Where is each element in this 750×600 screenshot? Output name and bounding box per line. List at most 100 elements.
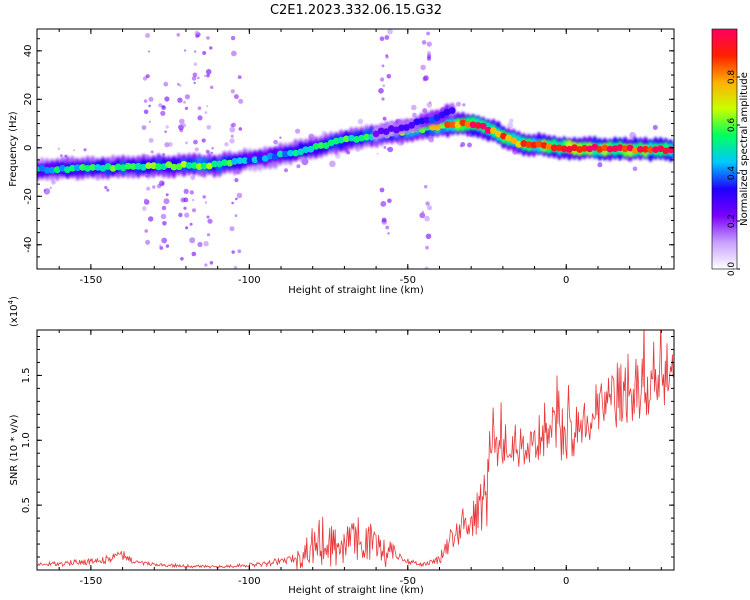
spectrogram-noise-blob (229, 226, 235, 232)
spectrogram-ridge-cell (124, 162, 132, 170)
spectrogram-ridge-cell (79, 164, 86, 171)
spectrogram-ridge-cell (165, 161, 173, 169)
spectrogram-noise-blob (177, 83, 180, 86)
colorbar-tick-label: 0.2 (727, 214, 737, 228)
spectrogram-noise-blob (148, 120, 151, 123)
spectrogram-ridge-cell (114, 163, 122, 171)
spectrogram-noise-blob (211, 151, 214, 154)
spectrogram-noise-blob (411, 104, 417, 111)
spectrogram-noise-blob (192, 208, 196, 213)
spectrogram-noise-blob (183, 188, 189, 194)
spectrogram-ridge-cell (382, 128, 390, 136)
spectrogram-noise-blob (231, 250, 235, 254)
spectrogram-noise-blob (176, 33, 181, 37)
spectrogram-noise-blob (204, 201, 208, 204)
spectrogram-noise-blob (184, 94, 190, 100)
snr-multiplier: (x104) (7, 296, 20, 327)
spectrogram-noise-blob (421, 210, 425, 213)
spectrogram-ridge-cell (307, 145, 315, 153)
spectrogram-ridge-cell (510, 137, 517, 144)
spectrogram-ridge-cell (469, 121, 477, 129)
spectrogram-noise-blob (237, 249, 242, 254)
spectrogram-noise-blob (229, 126, 236, 133)
spectrogram-ridge-cell (637, 145, 644, 153)
spectrogram-noise-blob (144, 198, 148, 203)
spectrogram-noise-blob (181, 123, 187, 128)
spectrogram-noise-blob (193, 62, 198, 66)
snr-series-line (37, 330, 674, 570)
spectrogram-ridge-cell (221, 159, 229, 167)
spectrogram-noise-blob (381, 64, 385, 68)
spectrogram-noise-blob (424, 215, 430, 222)
spectrogram-noise-blob (197, 106, 202, 110)
spectrogram-ridge-cell (423, 116, 431, 124)
spectrogram-ridge-cell (89, 164, 97, 171)
spectrogram-ridge-cell (429, 123, 436, 131)
spectrogram-noise-blob (191, 76, 197, 81)
spectrogram-noise-blob (224, 142, 229, 147)
spectrogram-noise-blob (189, 190, 194, 195)
spectrogram-noise-blob (159, 246, 164, 250)
spectrogram-noise-blob (145, 74, 150, 79)
spectrogram-noise-blob (233, 94, 239, 100)
spectrogram-noise-blob (143, 109, 149, 115)
spectrogram-noise-blob (184, 49, 187, 52)
spectrogram-ridge-cell (433, 114, 441, 121)
spectrogram-noise-blob (206, 125, 212, 130)
snr-y-tick-label: 1.0 (21, 432, 32, 448)
spectrogram-heatmap (37, 29, 674, 269)
spectrogram-noise-blob (177, 97, 183, 103)
spectrogram-frame (36, 28, 675, 270)
spectrogram-noise-blob (204, 74, 207, 77)
spectrogram-noise-blob (230, 134, 234, 138)
snr-x-tick-label: -100 (238, 576, 261, 587)
spectrogram-noise-blob (193, 81, 196, 84)
spectrogram-ridge-cell (119, 164, 127, 172)
spectrogram-ridge-cell (490, 127, 497, 134)
spectrogram-noise-blob (207, 218, 213, 224)
spectrogram-noise-blob (203, 241, 209, 247)
spectrogram-noise-blob (184, 212, 190, 218)
spectrogram-noise-blob (150, 150, 154, 154)
snr-multiplier-exponent: 4 (7, 299, 15, 304)
spectrogram-noise-blob (296, 164, 301, 169)
colorbar-tick-label: 0.6 (727, 118, 737, 133)
spectrogram-noise-blob (185, 141, 188, 145)
spectrogram-ridge-cell (322, 142, 330, 150)
spectrogram-ridge-cell (449, 121, 457, 129)
spectrogram-noise-blob (238, 127, 243, 131)
spectrogram-noise-blob (652, 125, 658, 130)
spectrogram-noise-blob (357, 118, 364, 125)
spectrogram-ridge-cell (545, 143, 553, 151)
spectrogram-panel: -150 -100 -50 0 40 20 0 -20 -40 Height of strai… (8, 28, 675, 296)
spectrogram-noise-blob (206, 105, 209, 107)
spectrogram-ridge-cell (464, 120, 472, 128)
spectrogram-noise-blob (295, 128, 301, 134)
spectrogram-noise-blob (376, 152, 379, 155)
spectrogram-noise-blob (425, 201, 430, 206)
spectrogram-ridge-cell (195, 163, 203, 170)
spectrogram-noise-blob (146, 186, 151, 191)
spectrogram-x-tick-label: -50 (400, 275, 416, 286)
spectrogram-noise-blob (381, 217, 387, 223)
spectrogram-ridge-cell (377, 127, 385, 135)
spectrogram-noise-blob (196, 76, 200, 80)
spectrogram-ridge-cell (601, 144, 609, 152)
spectrogram-ridge-cell (439, 122, 447, 129)
spectrogram-ridge-cell (277, 150, 284, 158)
spectrogram-noise-blob (462, 103, 466, 107)
spectrogram-noise-blob (57, 147, 60, 150)
spectrogram-ridge-cell (606, 145, 614, 153)
spectrogram-noise-blob (183, 100, 186, 104)
spectrogram-noise-blob (190, 175, 196, 181)
spectrogram-noise-blob (168, 142, 173, 147)
spectrogram-noise-blob (381, 97, 385, 101)
spectrogram-noise-blob (427, 205, 432, 211)
spectrogram-noise-blob (206, 73, 210, 78)
spectrogram-noise-blob (145, 239, 151, 245)
spectrogram-noise-blob (192, 72, 198, 78)
spectrogram-ridge-cell (135, 162, 142, 170)
spectrogram-ridge-cell (550, 144, 558, 152)
spectrogram-noise-blob (424, 185, 428, 189)
spectrogram-ridge-cell (94, 164, 102, 171)
